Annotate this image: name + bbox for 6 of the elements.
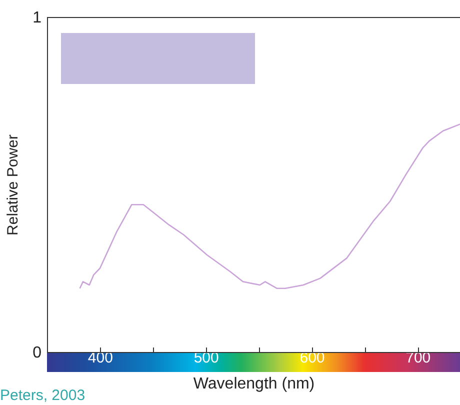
y-axis-title: Relative Power (4, 134, 22, 236)
line-series (79, 124, 460, 289)
x-axis-title: Wavelength (nm) (193, 376, 315, 392)
text: Peters, 2003 (0, 387, 86, 404)
y-tick-label: 0 (32, 344, 42, 362)
y-tick-label: 1 (32, 10, 42, 26)
